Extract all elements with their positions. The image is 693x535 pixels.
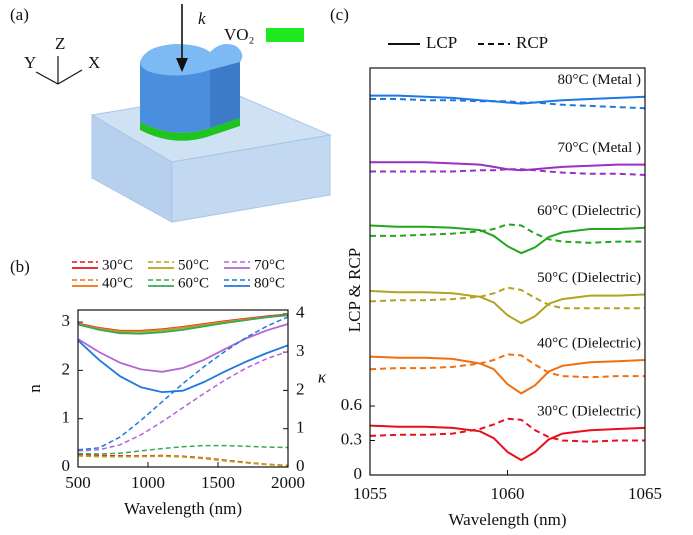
series-annotation: 80°C (Metal ) [558, 72, 641, 88]
lcp-line [369, 224, 646, 255]
legend-label: LCP [426, 33, 457, 52]
x-axis-label: Wavelength (nm) [124, 499, 242, 518]
y-tick-label: 2 [62, 359, 71, 378]
k-arrowhead [176, 58, 188, 72]
y2-tick-label: 2 [296, 379, 305, 398]
kappa-line [77, 350, 289, 452]
panel-c: (c) 1055 1060 1065 0 0.3 0.6 Wavelength (nm) LCP… [330, 5, 662, 529]
material-label: VO₂ [224, 25, 254, 44]
series-annotation: 40°C (Dielectric) [537, 335, 641, 351]
lcp-line [369, 355, 646, 395]
material-swatch [266, 28, 304, 42]
y2-tick-label: 0 [296, 456, 305, 475]
series-annotation: 70°C (Metal ) [558, 140, 641, 156]
x-tick-label: 2000 [271, 473, 305, 492]
x-axis-label: Wavelength (nm) [448, 510, 566, 529]
y2-tick-label: 1 [296, 418, 305, 437]
axis-x-label: X [88, 53, 100, 72]
n-line [77, 323, 289, 373]
y-tick-label: 1 [62, 408, 71, 427]
y-tick-label: 0.3 [341, 429, 362, 448]
panel-label: (c) [330, 5, 349, 24]
kappa-line [77, 455, 289, 467]
series-annotation: 60°C (Dielectric) [537, 203, 641, 219]
x-tick-label: 1000 [131, 473, 165, 492]
lcp-line [370, 94, 646, 105]
legend-label: 70°C [254, 257, 285, 273]
legend-label: 80°C [254, 275, 285, 291]
axis-y [35, 71, 59, 85]
x-tick-label: 1060 [491, 484, 525, 503]
y-tick-label: 0 [354, 464, 363, 483]
n-line [77, 313, 289, 335]
axis-y-label: Y [24, 53, 36, 72]
plot-frame [369, 67, 646, 476]
y-axis-label: n [25, 384, 44, 393]
y2-axis-label: κ [318, 367, 327, 386]
legend-label: 40°C [102, 275, 133, 291]
series-annotation: 30°C (Dielectric) [537, 403, 641, 419]
slab-side [171, 134, 331, 223]
rcp-line [369, 417, 645, 443]
series-annotation: 50°C (Dielectric) [537, 270, 641, 286]
n-line [77, 339, 289, 394]
y2-tick-label: 3 [296, 341, 305, 360]
axis-x [57, 69, 83, 85]
pillar-top [140, 44, 243, 76]
panel-label: (a) [10, 5, 29, 24]
y-tick-label: 0 [62, 456, 71, 475]
y-tick-label: 3 [62, 311, 71, 330]
legend-label: 30°C [102, 257, 133, 273]
lcp-line [369, 424, 646, 462]
x-tick-label: 1065 [628, 484, 662, 503]
x-tick-label: 1500 [201, 473, 235, 492]
legend-label: RCP [516, 33, 548, 52]
panel-label: (b) [10, 257, 30, 276]
schematic: (a) k VO₂ Z Y X [10, 4, 332, 223]
legend-label: 60°C [178, 275, 209, 291]
x-tick-label: 500 [65, 473, 91, 492]
pillar-face [210, 60, 240, 128]
kappa-line [77, 444, 289, 455]
axis-z-label: Z [55, 34, 65, 53]
rcp-line [369, 353, 645, 379]
legend-label: 50°C [178, 257, 209, 273]
y2-tick-label: 4 [296, 303, 305, 322]
plot-frame [77, 309, 289, 468]
y-tick-label: 0.6 [341, 395, 362, 414]
y-axis-label: LCP & RCP [345, 248, 364, 332]
vo2-layer [140, 118, 240, 141]
lcp-line [369, 290, 646, 325]
kappa-line [77, 316, 289, 451]
lcp-line [370, 161, 645, 172]
k-label: k [198, 9, 206, 28]
rcp-line [370, 223, 645, 244]
rcp-line [370, 98, 646, 110]
x-tick-label: 1055 [353, 484, 387, 503]
rcp-line [369, 286, 645, 310]
